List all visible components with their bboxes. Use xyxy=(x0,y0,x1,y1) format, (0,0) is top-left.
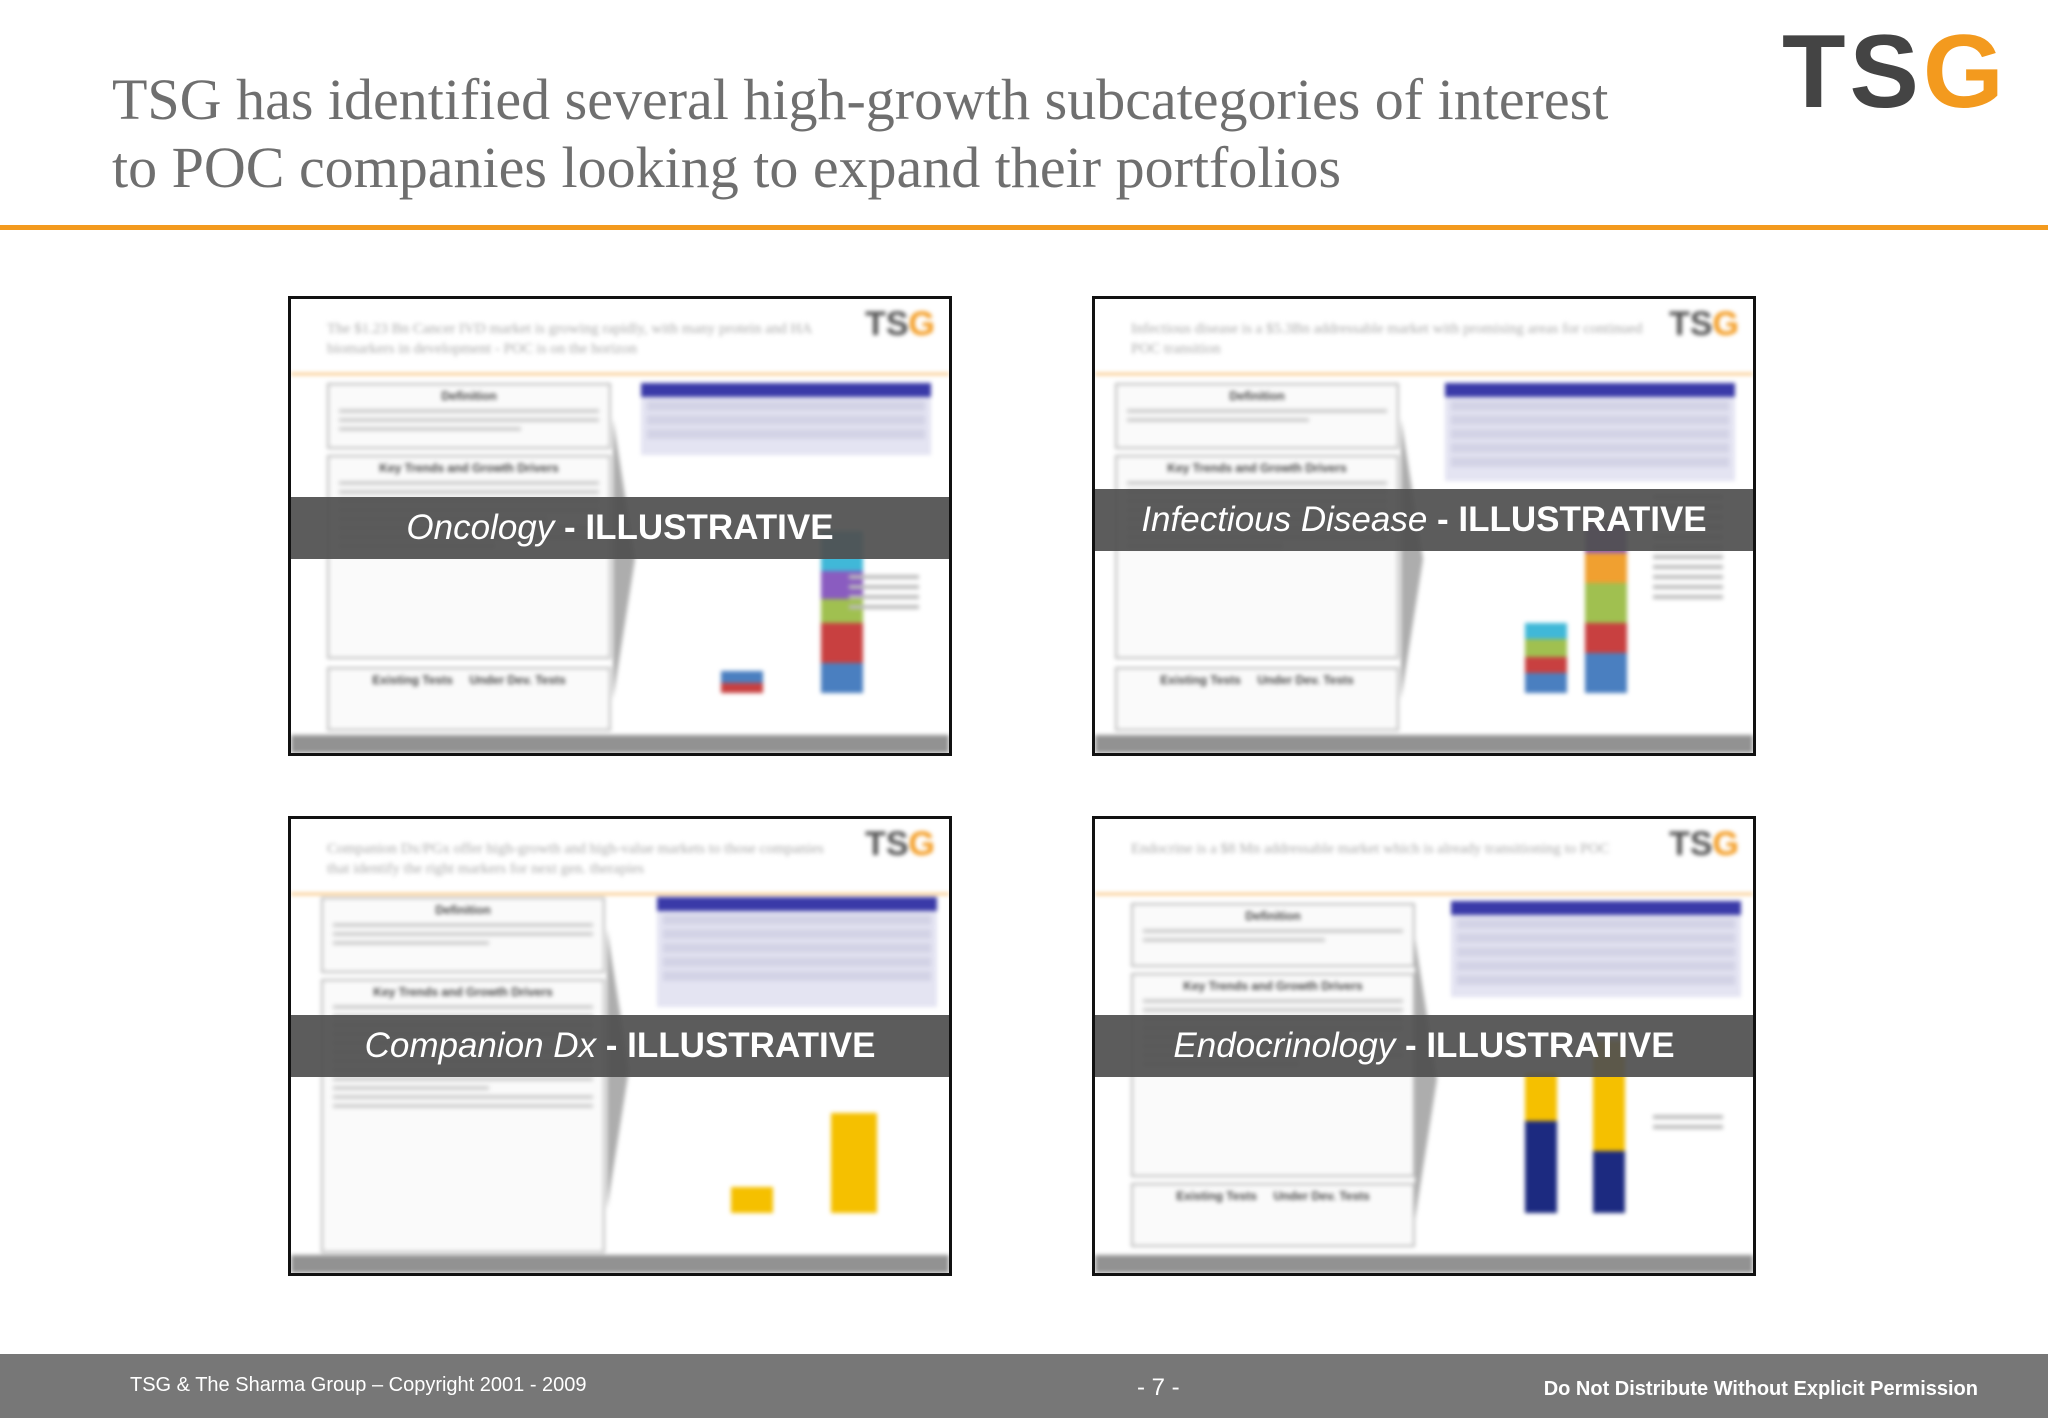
banner-infectious-disease: Infectious Disease - ILLUSTRATIVE xyxy=(1095,489,1753,551)
footer-page-number: - 7 - xyxy=(1137,1374,1180,1401)
page-title: TSG has identified several high-growth s… xyxy=(112,66,1712,202)
page-title-line-2: to POC companies looking to expand their… xyxy=(112,135,1342,200)
banner-oncology: Oncology - ILLUSTRATIVE xyxy=(291,497,949,559)
footer-copyright: TSG & The Sharma Group – Copyright 2001 … xyxy=(130,1374,587,1396)
footer-bar: TSG & The Sharma Group – Copyright 2001 … xyxy=(0,1354,2048,1418)
panel-oncology: The $1.23 Bn Cancer IVD market is growin… xyxy=(288,296,952,756)
panel-endocrinology: Endocrine is a $8 Mn addressable market … xyxy=(1092,816,1756,1276)
tsg-logo: TSG xyxy=(1782,14,2008,130)
footer-distribution-notice: Do Not Distribute Without Explicit Permi… xyxy=(1543,1378,1978,1400)
panel-infectious-disease: Infectious disease is a $5.3Bn addressab… xyxy=(1092,296,1756,756)
page-title-line-1: TSG has identified several high-growth s… xyxy=(112,67,1609,132)
banner-companion-dx: Companion Dx - ILLUSTRATIVE xyxy=(291,1015,949,1077)
panel-companion-dx: Companion Dx/PGx offer high-growth and h… xyxy=(288,816,952,1276)
banner-endocrinology: Endocrinology - ILLUSTRATIVE xyxy=(1095,1015,1753,1077)
header-divider xyxy=(0,225,2048,230)
